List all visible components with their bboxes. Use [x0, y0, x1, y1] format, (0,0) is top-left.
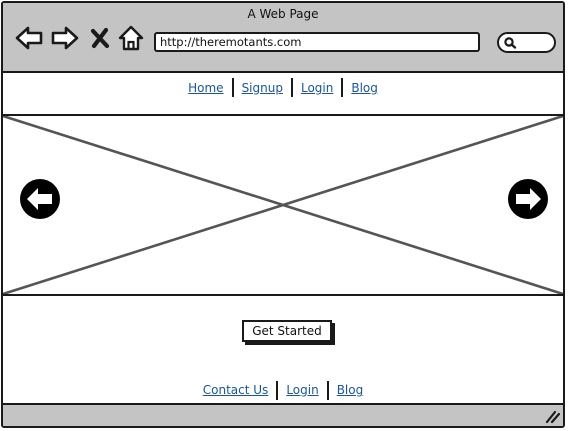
close-x-icon[interactable]	[88, 24, 112, 52]
top-navigation: Home Signup Login Blog	[3, 75, 563, 100]
footer-divider	[276, 380, 279, 400]
footer-navigation: Contact Us Login Blog	[3, 379, 563, 401]
window-title: A Web Page	[247, 7, 319, 21]
status-bar	[3, 403, 563, 426]
arrow-right-circle-icon[interactable]	[507, 178, 549, 220]
forward-arrow-icon[interactable]	[51, 24, 79, 52]
get-started-button[interactable]: Get Started	[242, 320, 332, 342]
nav-divider	[341, 78, 344, 97]
nav-divider	[231, 78, 234, 97]
search-icon	[504, 37, 517, 49]
url-input[interactable]	[154, 32, 480, 52]
image-carousel	[3, 114, 563, 296]
home-icon[interactable]	[117, 24, 145, 52]
footer-link-login[interactable]: Login	[286, 383, 319, 397]
resize-grip-icon[interactable]	[544, 408, 560, 424]
footer-link-contact-us[interactable]: Contact Us	[202, 383, 269, 397]
nav-link-blog[interactable]: Blog	[351, 80, 378, 95]
nav-divider	[290, 78, 293, 97]
footer-link-blog[interactable]: Blog	[336, 383, 364, 397]
footer-divider	[326, 380, 329, 400]
nav-link-login[interactable]: Login	[300, 80, 334, 95]
arrow-left-circle-icon[interactable]	[19, 178, 61, 220]
search-box[interactable]	[497, 32, 556, 53]
back-arrow-icon[interactable]	[15, 24, 43, 52]
nav-link-signup[interactable]: Signup	[241, 80, 283, 95]
image-placeholder	[3, 116, 563, 294]
nav-link-home[interactable]: Home	[188, 80, 224, 95]
browser-toolbar: A Web Page	[3, 3, 563, 73]
